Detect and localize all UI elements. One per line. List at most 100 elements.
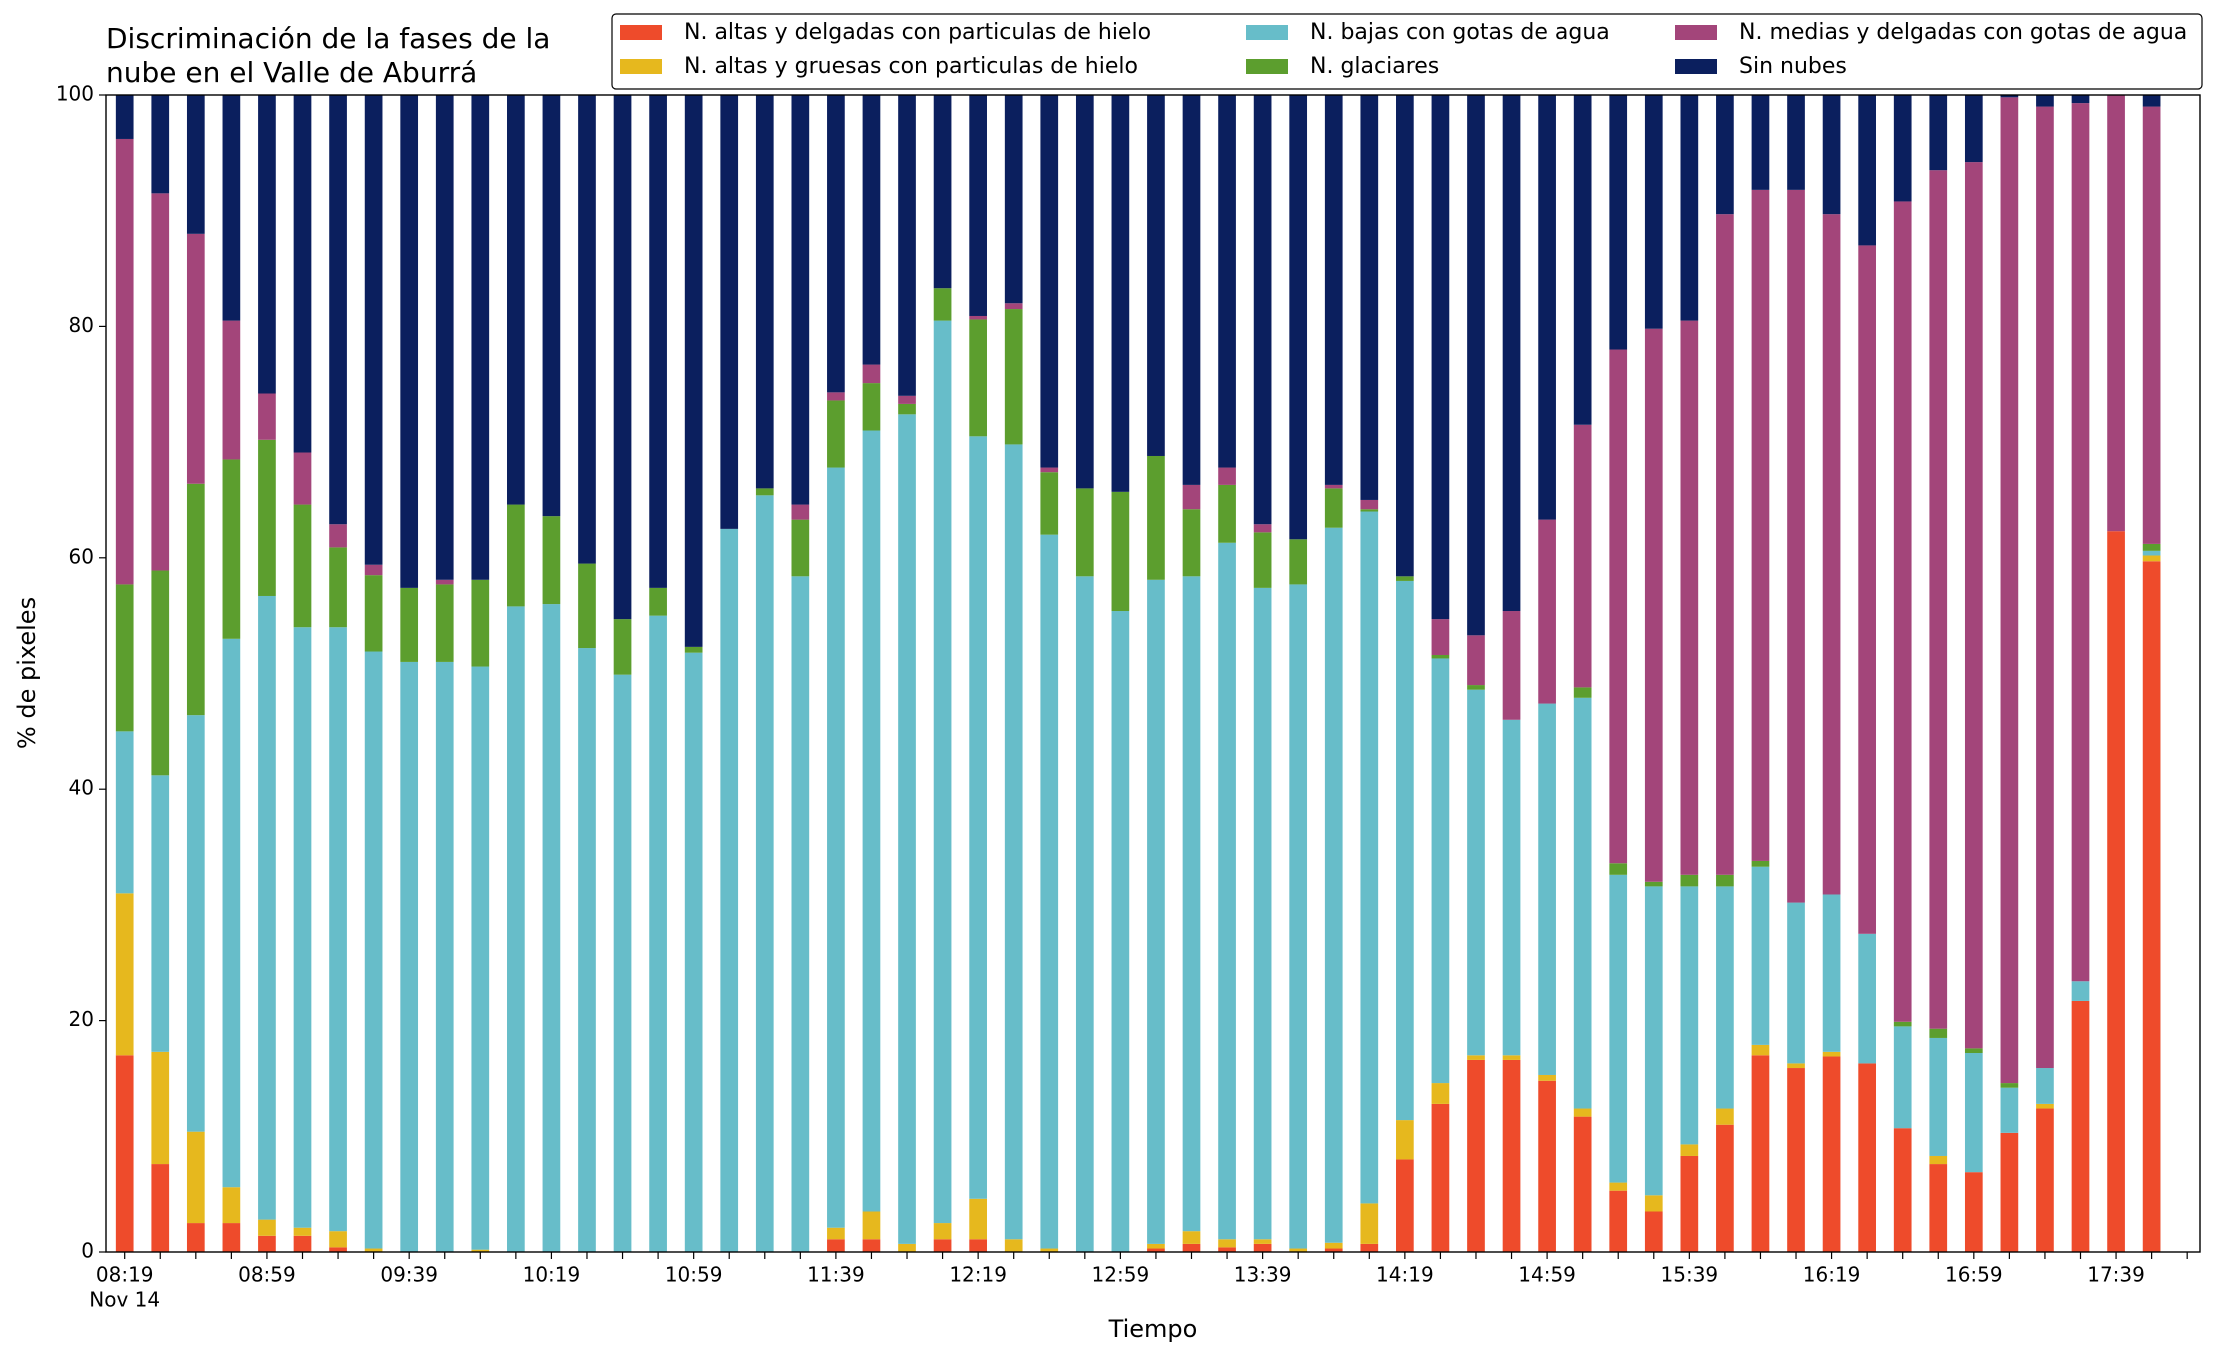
bar-segment: [471, 666, 490, 1250]
x-tick-label: 13:39: [1234, 1263, 1292, 1287]
bar-segment: [2071, 103, 2090, 982]
bar-segment: [1147, 1248, 1165, 1252]
bar-segment: [471, 95, 490, 580]
bar-segment: [1111, 611, 1130, 1252]
bar-segment: [1431, 1083, 1450, 1104]
bar-segment: [1396, 580, 1414, 1121]
bar-segment: [1929, 1164, 1948, 1252]
bar-segment: [2071, 1000, 2090, 1252]
bar-segment: [364, 575, 383, 652]
bar-segment: [1822, 95, 1841, 215]
bar-segment: [1218, 467, 1236, 485]
bar-segment: [1502, 95, 1521, 612]
bar-segment: [791, 95, 810, 505]
bar-segment: [1573, 1116, 1592, 1252]
bar-segment: [1644, 1211, 1663, 1252]
bar-segment: [1929, 170, 1948, 1029]
y-tick-label: 80: [69, 313, 94, 337]
bar-segment: [1040, 95, 1059, 468]
bar-segment: [258, 439, 276, 596]
bar-segment: [1253, 1239, 1272, 1244]
bar-segment: [293, 1227, 312, 1236]
bar-segment: [969, 95, 987, 316]
bar-segment: [293, 504, 312, 628]
bar-segment: [1787, 189, 1805, 903]
bar-segment: [1893, 201, 1912, 1022]
bar-segment: [1324, 1248, 1343, 1252]
bar-segment: [222, 1223, 241, 1252]
bar-segment: [293, 627, 312, 1228]
bar-segment: [1147, 455, 1165, 580]
bar-segment: [862, 1239, 881, 1252]
bar-segment: [1182, 484, 1201, 510]
bar-segment: [862, 364, 881, 384]
bar-segment: [1893, 1128, 1912, 1252]
bar-segment: [293, 452, 312, 505]
bar-segment: [1360, 95, 1379, 500]
bar-segment: [258, 1219, 276, 1236]
bar-segment: [1289, 1248, 1308, 1252]
y-tick-label: 60: [69, 544, 94, 568]
bar-segment: [720, 528, 739, 1252]
legend-label: Sin nubes: [1739, 54, 1847, 79]
bar-segment: [1111, 491, 1130, 612]
bar-segment: [1929, 1028, 1948, 1038]
bar-segment: [933, 1239, 952, 1252]
bar-segment: [1964, 1172, 1983, 1252]
bar-segment: [2142, 95, 2161, 107]
bar-segment: [258, 1235, 276, 1252]
bar-segment: [1075, 95, 1094, 489]
bar-segment: [258, 595, 276, 1220]
bar-segment: [1147, 579, 1165, 1244]
bar-segment: [862, 1211, 881, 1240]
legend-swatch: [1675, 59, 1717, 74]
x-tick-label: 08:19: [96, 1263, 154, 1287]
bar-segment: [898, 95, 916, 396]
bar-segment: [1964, 162, 1983, 1049]
legend-swatch: [1246, 25, 1288, 40]
bar-segment: [1680, 320, 1699, 875]
bar-segment: [186, 1131, 205, 1224]
x-tick-label: 10:19: [523, 1263, 581, 1287]
bar-segment: [1609, 95, 1628, 350]
bar-segment: [1004, 309, 1023, 445]
bar-segment: [1360, 499, 1379, 510]
legend-label: N. medias y delgadas con gotas de agua: [1739, 20, 2187, 45]
bar-segment: [1538, 1074, 1556, 1081]
bar-segment: [471, 579, 490, 667]
bar-segment: [1253, 524, 1272, 533]
x-tick-label: 14:19: [1376, 1263, 1434, 1287]
bar-segment: [1609, 1190, 1628, 1252]
bar-segment: [329, 627, 347, 1232]
bar-segment: [151, 1164, 170, 1252]
bar-segment: [1004, 303, 1023, 310]
bar-segment: [1893, 1026, 1912, 1129]
bar-segment: [329, 547, 347, 628]
x-tick-label: 12:19: [949, 1263, 1007, 1287]
bar-segment: [684, 95, 703, 647]
bar-segment: [115, 584, 134, 732]
x-tick-label: 08:59: [238, 1263, 296, 1287]
x-tick-label: 15:39: [1661, 1263, 1719, 1287]
bar-segment: [1218, 1247, 1236, 1252]
legend-swatch: [620, 25, 662, 40]
bar-segment: [435, 579, 454, 585]
bar-segment: [1075, 576, 1094, 1252]
bar-segment: [1751, 860, 1770, 867]
bar-segment: [1182, 95, 1201, 485]
bar-segment: [1716, 214, 1734, 875]
bar-segment: [2071, 981, 2090, 1001]
legend-label: N. glaciares: [1310, 54, 1439, 79]
bar-segment: [400, 95, 419, 588]
bar-segment: [1964, 95, 1983, 163]
bar-segment: [1787, 1063, 1805, 1069]
bar-segment: [1680, 1144, 1699, 1156]
bar-segment: [1751, 189, 1770, 861]
bar-segment: [2036, 1103, 2054, 1109]
bar-segment: [1040, 467, 1059, 473]
plot-frame: [105, 94, 2201, 1253]
bar-segment: [969, 1198, 987, 1240]
x-sublabel: Nov 14: [89, 1288, 160, 1312]
x-tick-label: 11:39: [807, 1263, 865, 1287]
x-tick-label: 10:59: [665, 1263, 723, 1287]
